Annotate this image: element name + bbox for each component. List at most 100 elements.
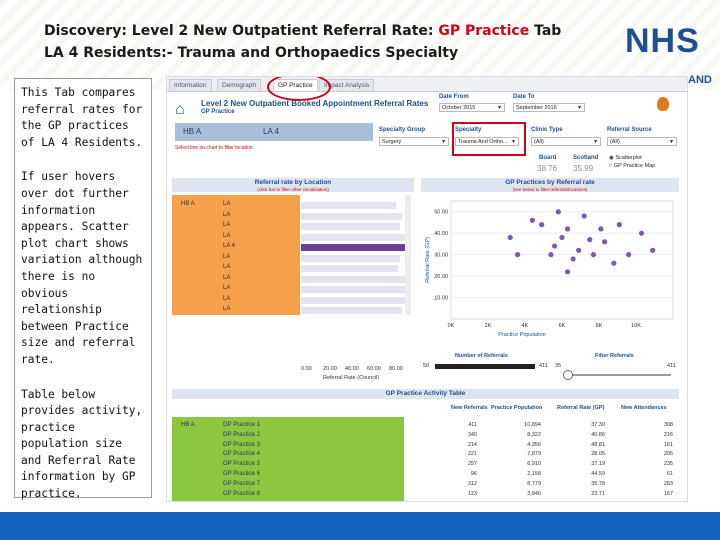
filter-slider-handle[interactable] [563, 370, 573, 380]
table-cell-new-referrals: 221 [467, 451, 477, 458]
scatter-point[interactable] [638, 230, 645, 236]
chevron-down-icon: ▼ [497, 105, 502, 111]
specialty-group-select[interactable]: Surgery ▼ [379, 137, 449, 146]
date-from-select[interactable]: October 2015 ▼ [439, 103, 505, 112]
slider-min: 50 [423, 363, 430, 369]
specialty-select[interactable]: Trauma And Ortho... ▼ [455, 137, 519, 146]
col-new-attendances[interactable]: New Attendances [621, 405, 667, 411]
location-bar[interactable] [301, 244, 407, 251]
table-cell-attendances: 216 [663, 431, 673, 438]
scatter-point[interactable] [515, 252, 521, 258]
scatter-point[interactable] [590, 252, 597, 258]
location-bar[interactable] [301, 265, 398, 272]
slider-right-value: 411 [667, 363, 676, 369]
scatter-plot[interactable]: 50.00 40.00 30.00 20.00 10.00 0K 2K 4K 6K 8K 10K Re… [421, 195, 683, 345]
title-line2: LA 4 Residents:- Trauma and Orthopaedics… [44, 45, 459, 61]
location-row-label: LA [223, 285, 231, 291]
scatter-point[interactable] [548, 252, 554, 258]
scatter-header: GP Practices by Referral rate (see below… [421, 178, 679, 192]
radio-gp-map-label: GP Practice Map [613, 163, 656, 169]
table-cell-practice: GP Practice 7 [223, 480, 260, 487]
scatter-xtick: 2K [485, 323, 492, 329]
table-cell-rate: 37.19 [591, 461, 605, 468]
specialty-label: Specialty [455, 127, 482, 133]
table-cell-rate: 37.30 [591, 422, 605, 428]
slider-track-left[interactable] [435, 364, 535, 369]
location-chart-hint: (click bar to filter other visualisation… [257, 187, 329, 192]
location-chart-title: Referral rate by Location [254, 179, 332, 186]
scatter-point[interactable] [559, 234, 565, 241]
scatter-point[interactable] [587, 237, 593, 243]
scatter-point[interactable] [564, 226, 571, 232]
scatter-xtick: 6K [559, 323, 566, 329]
scatter-point[interactable] [616, 222, 622, 228]
location-bar[interactable] [301, 202, 396, 209]
help-icon[interactable] [657, 97, 669, 111]
radio-scatterplot-label: Scatterplot [615, 155, 642, 161]
scatter-xtick: 0K [448, 323, 455, 329]
col-new-referrals[interactable]: New Referrals [451, 405, 488, 411]
filter-hint: Select line on chart to filter location [175, 145, 253, 151]
location-bar[interactable] [301, 275, 409, 283]
scatter-point[interactable] [529, 217, 535, 223]
table-cell-population: 10,894 [524, 422, 541, 428]
scatter-point[interactable] [598, 226, 604, 232]
table-cell-practice: GP Practice 5 [223, 461, 260, 468]
table-cell-rate: 23.71 [591, 490, 605, 497]
scatter-point[interactable] [570, 256, 576, 262]
table-highlight-block [172, 417, 404, 501]
tab-information[interactable]: Information [169, 79, 212, 91]
table-cell-population: 3,840 [527, 490, 541, 497]
scatter-point[interactable] [650, 247, 656, 253]
table-cell-practice: GP Practice 6 [223, 471, 260, 477]
slide-title: Discovery: Level 2 New Outpatient Referr… [44, 20, 614, 64]
scatter-point[interactable] [564, 269, 571, 275]
scatter-point[interactable] [555, 209, 561, 215]
notes-paragraph-3: Table below provides activity, practice … [21, 387, 143, 501]
location-bar[interactable] [301, 254, 400, 262]
location-bar[interactable] [301, 286, 411, 293]
scatter-ylabel: Referral Rate (GP) [425, 237, 431, 283]
col-referral-rate[interactable]: Referral Rate (GP) [557, 405, 605, 411]
col-practice-population[interactable]: Practice Population [491, 405, 543, 411]
location-hb-label: HB A [181, 201, 195, 207]
hb-highlight-block[interactable] [172, 195, 300, 315]
radio-gp-map[interactable]: ○ GP Practice Map [609, 163, 656, 169]
location-row-label: LA [223, 211, 231, 218]
table-cell-practice: GP Practice 1 [223, 422, 260, 428]
location-bar[interactable] [301, 212, 402, 220]
scatter-point[interactable] [611, 260, 617, 266]
referral-source-select[interactable]: (All) ▼ [607, 137, 677, 146]
tab-demographics[interactable]: Demograph [217, 79, 261, 91]
table-cell-rate: 40.86 [591, 431, 605, 438]
date-from-label: Date From [439, 94, 469, 100]
location-row-label: LA [223, 306, 231, 312]
location-bar[interactable] [301, 233, 405, 241]
location-scrollbar[interactable] [405, 195, 411, 315]
home-icon[interactable]: ⌂ [175, 101, 185, 118]
notes-paragraph-2: If user hovers over dot further informat… [21, 170, 143, 366]
scatter-point[interactable] [601, 239, 608, 245]
date-to-select[interactable]: September 2016 ▼ [513, 103, 585, 112]
scatter-point[interactable] [507, 234, 513, 241]
chevron-down-icon: ▼ [669, 139, 674, 145]
referral-source-label: Referral Source [607, 127, 652, 133]
filter-slider-track[interactable] [567, 374, 671, 376]
scatter-point[interactable] [576, 247, 582, 253]
scatter-point[interactable] [552, 243, 558, 249]
highlight-circle [267, 77, 331, 101]
location-bar[interactable]: HB A LA 4 [175, 123, 373, 141]
radio-scatterplot[interactable]: ◉ Scatterplot [609, 155, 642, 161]
location-bar[interactable] [301, 223, 400, 230]
scatter-point[interactable] [581, 213, 587, 219]
clinic-type-select[interactable]: (All) ▼ [531, 137, 601, 146]
table-cell-attendances: 235 [663, 461, 673, 468]
scatter-point[interactable] [539, 222, 545, 228]
slider-label: Number of Referrals [455, 353, 508, 359]
location-bar[interactable] [301, 307, 402, 314]
scatter-point[interactable] [626, 252, 632, 258]
chevron-down-icon: ▼ [441, 139, 446, 145]
tab-bar: Information Demograph GP Practice Impact… [167, 77, 687, 101]
specialty-highlight-box [452, 122, 526, 156]
location-bar[interactable] [301, 296, 405, 304]
